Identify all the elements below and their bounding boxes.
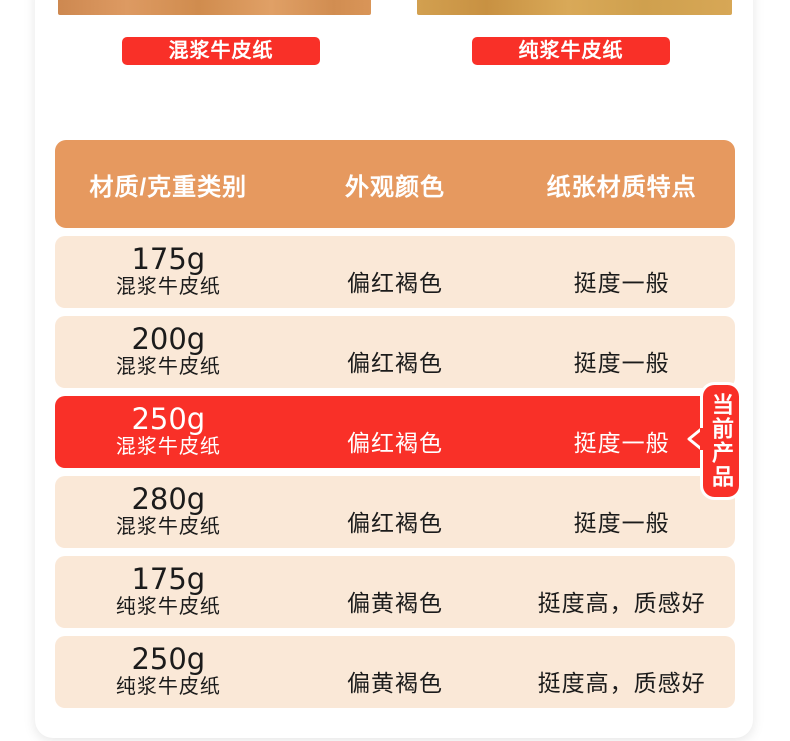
row-appearance: 偏黄褐色 xyxy=(346,670,443,696)
header-material-weight: 材质/克重类别 xyxy=(89,173,248,201)
row-feature: 挺度一般 xyxy=(573,350,670,376)
mixed-pulp-paper-image xyxy=(58,0,371,15)
row-feature: 挺度高，质感好 xyxy=(537,590,706,616)
row-appearance: 偏红褐色 xyxy=(346,270,443,296)
row-material: 混浆牛皮纸 xyxy=(115,276,221,298)
row-feature: 挺度一般 xyxy=(573,430,670,456)
row-appearance: 偏红褐色 xyxy=(346,430,443,456)
row-appearance: 偏红褐色 xyxy=(346,350,443,376)
row-appearance: 偏红褐色 xyxy=(346,510,443,536)
table-row: 175g 混浆牛皮纸 偏红褐色 挺度一般 xyxy=(55,236,735,308)
row-feature: 挺度一般 xyxy=(573,270,670,296)
row-appearance: 偏黄褐色 xyxy=(346,590,443,616)
row-weight: 250g xyxy=(131,642,206,676)
table-row: 175g 纯浆牛皮纸 偏黄褐色 挺度高，质感好 xyxy=(55,556,735,628)
row-material: 混浆牛皮纸 xyxy=(115,356,221,378)
header-paper-feature: 纸张材质特点 xyxy=(546,173,697,201)
table-row: 280g 混浆牛皮纸 偏红褐色 挺度一般 xyxy=(55,476,735,548)
table-row-current-product: 250g 混浆牛皮纸 偏红褐色 挺度一般 xyxy=(55,396,735,468)
row-weight: 250g xyxy=(131,402,206,436)
pure-pulp-paper-image xyxy=(417,0,732,15)
row-material: 纯浆牛皮纸 xyxy=(115,596,221,618)
mixed-pulp-label: 混浆牛皮纸 xyxy=(122,37,320,65)
row-weight: 200g xyxy=(131,322,206,356)
row-weight: 175g xyxy=(131,242,206,276)
table-row: 200g 混浆牛皮纸 偏红褐色 挺度一般 xyxy=(55,316,735,388)
table-header-row: 材质/克重类别 外观颜色 纸张材质特点 xyxy=(55,140,735,228)
badge-text: 当前产品 xyxy=(709,393,734,489)
current-product-badge: 当前产品 xyxy=(685,382,742,500)
comparison-table: 材质/克重类别 外观颜色 纸张材质特点 175g 混浆牛皮纸 偏红褐色 挺度一般… xyxy=(55,140,735,716)
pure-pulp-label: 纯浆牛皮纸 xyxy=(472,37,670,65)
row-material: 混浆牛皮纸 xyxy=(115,436,221,458)
row-material: 纯浆牛皮纸 xyxy=(115,676,221,698)
row-weight: 280g xyxy=(131,482,206,516)
row-material: 混浆牛皮纸 xyxy=(115,516,221,538)
row-feature: 挺度一般 xyxy=(573,510,670,536)
row-weight: 175g xyxy=(131,562,206,596)
badge-bubble-shape xyxy=(687,382,742,500)
table-row: 250g 纯浆牛皮纸 偏黄褐色 挺度高，质感好 xyxy=(55,636,735,708)
header-appearance-color: 外观颜色 xyxy=(344,173,445,201)
row-feature: 挺度高，质感好 xyxy=(537,670,706,696)
